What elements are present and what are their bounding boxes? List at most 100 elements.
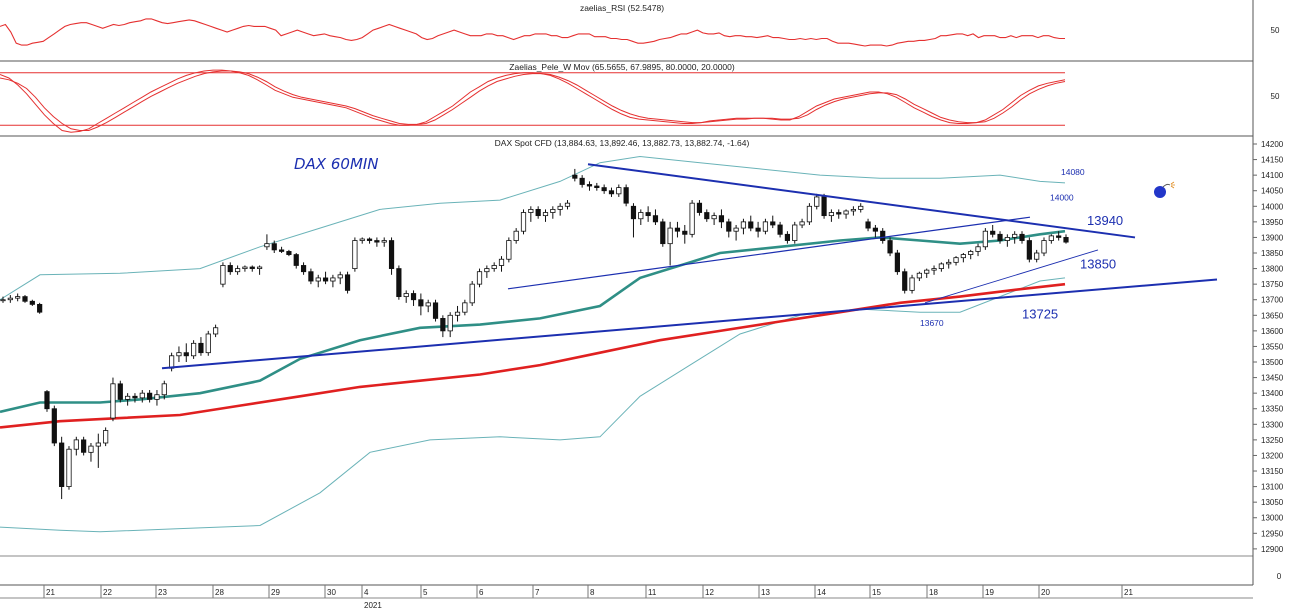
candle xyxy=(66,446,72,490)
moving-average-teal xyxy=(0,229,1066,414)
candle xyxy=(242,265,248,272)
candle xyxy=(59,436,65,500)
date-tick-label: 12 xyxy=(705,588,714,597)
candle xyxy=(344,271,351,294)
candle xyxy=(579,175,585,188)
date-tick-label: 29 xyxy=(271,588,280,597)
candle xyxy=(645,206,651,222)
candle xyxy=(191,340,197,359)
candle xyxy=(931,265,937,275)
candle xyxy=(7,295,13,303)
candle xyxy=(696,200,703,216)
price-annotation: 14080 xyxy=(1061,167,1085,177)
date-tick-label: 6 xyxy=(479,588,484,597)
price-annotation: 13940 xyxy=(1087,213,1123,228)
candle xyxy=(975,243,981,257)
rsi-line xyxy=(0,18,1065,47)
candle xyxy=(513,228,519,244)
price-y-tick-label: 14100 xyxy=(1261,171,1284,180)
candle xyxy=(748,215,754,232)
candle xyxy=(139,390,145,403)
price-y-tick-label: 13500 xyxy=(1261,358,1284,367)
price-y-tick-label: 13150 xyxy=(1261,467,1284,476)
date-tick-label: 20 xyxy=(1041,588,1050,597)
candle xyxy=(938,262,944,272)
trendlines xyxy=(161,163,1218,370)
candle xyxy=(161,380,167,400)
candle xyxy=(1004,234,1010,247)
candle xyxy=(249,265,255,272)
price-y-tick-label: 13550 xyxy=(1261,342,1284,351)
candle xyxy=(110,377,116,422)
candle xyxy=(183,343,189,363)
candle xyxy=(594,182,600,191)
candle xyxy=(330,274,336,288)
price-annotation: 14000 xyxy=(1050,193,1074,203)
trendline xyxy=(587,163,1136,239)
price-y-axis: 14200 14150 14100 14050 14000 13950 13900 13850… xyxy=(1253,140,1284,554)
candle xyxy=(608,187,615,197)
candle xyxy=(909,274,915,294)
price-y-tick-label: 13950 xyxy=(1261,218,1284,227)
candle xyxy=(924,268,930,278)
candle xyxy=(836,209,842,219)
candle xyxy=(396,265,402,300)
candle xyxy=(953,256,959,266)
candle xyxy=(125,393,131,406)
candle xyxy=(968,249,974,260)
candle xyxy=(198,337,204,356)
candle xyxy=(1063,234,1069,244)
candle xyxy=(792,221,798,244)
candle xyxy=(960,253,966,263)
candle xyxy=(828,209,835,222)
candle xyxy=(689,200,695,238)
stochastic-d-line xyxy=(0,70,1066,131)
candle xyxy=(982,228,988,250)
price-y-tick-label: 14000 xyxy=(1261,202,1284,211)
candle xyxy=(447,312,453,338)
rsi-title: zaelias_RSI (52.5478) xyxy=(580,3,664,13)
candle xyxy=(95,433,101,468)
bollinger-lower-band xyxy=(0,277,1066,533)
price-y-tick-label: 13600 xyxy=(1261,327,1284,336)
date-tick-label: 15 xyxy=(872,588,881,597)
candle xyxy=(865,218,871,232)
candle xyxy=(498,256,505,272)
price-annotation: 13725 xyxy=(1022,306,1058,321)
price-y-tick-label: 13050 xyxy=(1261,498,1284,507)
candle xyxy=(15,293,21,302)
candle xyxy=(308,268,314,285)
price-y-tick-label: 13650 xyxy=(1261,311,1284,320)
candle xyxy=(762,218,769,235)
candle xyxy=(784,231,791,244)
trendline xyxy=(161,278,1218,370)
candle xyxy=(213,324,219,338)
bollinger-upper-band xyxy=(0,155,1066,301)
date-tick-label: 19 xyxy=(985,588,994,597)
candle xyxy=(601,184,607,194)
price-y-tick-label: 13850 xyxy=(1261,249,1284,258)
candle xyxy=(520,209,527,235)
candle xyxy=(821,193,827,219)
price-y-tick-label: 13450 xyxy=(1261,374,1284,383)
candle xyxy=(550,206,556,219)
price-y-tick-label: 14050 xyxy=(1261,187,1284,196)
candle xyxy=(506,237,512,263)
candle xyxy=(880,228,886,244)
price-y-tick-label: 12900 xyxy=(1261,545,1284,554)
candle xyxy=(22,295,28,303)
candle xyxy=(638,209,644,225)
candle xyxy=(1041,237,1047,257)
price-y-tick-label: 13100 xyxy=(1261,483,1284,492)
date-tick-label: 21 xyxy=(46,588,55,597)
candle xyxy=(176,346,182,363)
candle xyxy=(469,281,475,306)
candle xyxy=(916,271,922,282)
candle xyxy=(799,218,805,229)
candle xyxy=(542,209,549,222)
year-label: 2021 xyxy=(364,601,382,610)
candle xyxy=(652,209,659,225)
candle xyxy=(286,249,292,257)
candle xyxy=(902,268,908,294)
candle xyxy=(73,436,79,456)
